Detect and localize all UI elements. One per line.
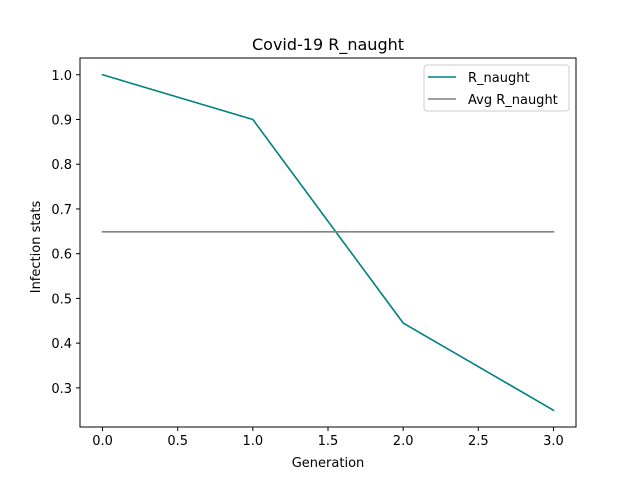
x-axis-label: Generation [292, 456, 365, 471]
legend-label-1: Avg R_naught [468, 93, 558, 108]
x-tick-label: 0.0 [92, 434, 113, 449]
chart-title: Covid-19 R_naught [252, 35, 404, 55]
x-tick-label: 1.0 [243, 434, 264, 449]
plot-area: 0.0 0.5 1.0 1.5 2.0 2.5 3.0 0.3 0.4 0.5 0.6 0.7 0.8 0… [51, 57, 577, 449]
y-tick-label: 0.6 [51, 248, 72, 263]
y-axis-label: Infection stats [29, 201, 44, 294]
x-tick-label: 3.0 [543, 434, 564, 449]
y-tick-label: 0.9 [51, 114, 72, 129]
x-tick-label: 1.5 [318, 434, 339, 449]
legend-label-0: R_naught [468, 71, 530, 86]
x-tick-label: 2.0 [393, 434, 414, 449]
legend-box [423, 64, 570, 112]
y-tick-label: 0.7 [51, 203, 72, 218]
y-tick-label: 0.4 [51, 337, 72, 352]
y-tick-label: 1.0 [51, 69, 72, 84]
x-tick-label: 0.5 [167, 434, 188, 449]
y-tick-label: 0.3 [51, 382, 72, 397]
legend: R_naught Avg R_naught [423, 64, 570, 112]
plot-frame [79, 57, 577, 428]
y-tick-label: 0.5 [51, 292, 72, 307]
series-line-0 [101, 73, 555, 412]
y-tick-label: 0.8 [51, 158, 72, 173]
x-tick-label: 2.5 [468, 434, 489, 449]
